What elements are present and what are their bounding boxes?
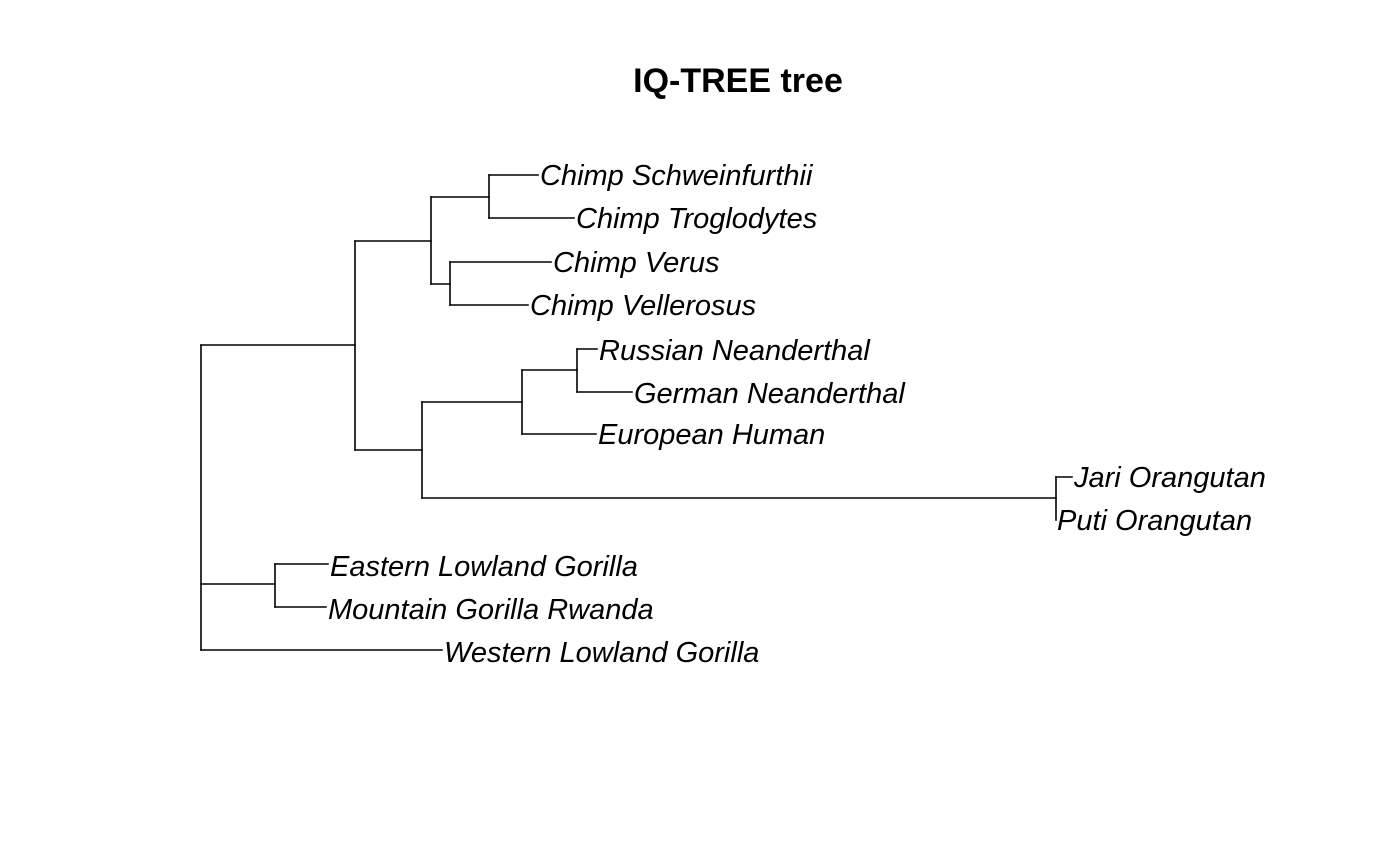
- tip-label: Mountain Gorilla Rwanda: [328, 594, 654, 626]
- tip-label: Jari Orangutan: [1073, 462, 1266, 494]
- tip-label: European Human: [598, 419, 825, 451]
- tip-label: Puti Orangutan: [1057, 505, 1252, 537]
- tip-label: Chimp Vellerosus: [530, 290, 756, 322]
- tip-label: Western Lowland Gorilla: [444, 637, 759, 669]
- tip-label: Eastern Lowland Gorilla: [330, 551, 638, 583]
- tip-label: Chimp Verus: [553, 247, 720, 279]
- plot-title: IQ-TREE tree: [633, 62, 843, 100]
- tip-label: Russian Neanderthal: [599, 335, 871, 367]
- tip-label: German Neanderthal: [634, 378, 906, 410]
- tip-label: Chimp Troglodytes: [576, 203, 817, 235]
- tip-label: Chimp Schweinfurthii: [540, 160, 814, 192]
